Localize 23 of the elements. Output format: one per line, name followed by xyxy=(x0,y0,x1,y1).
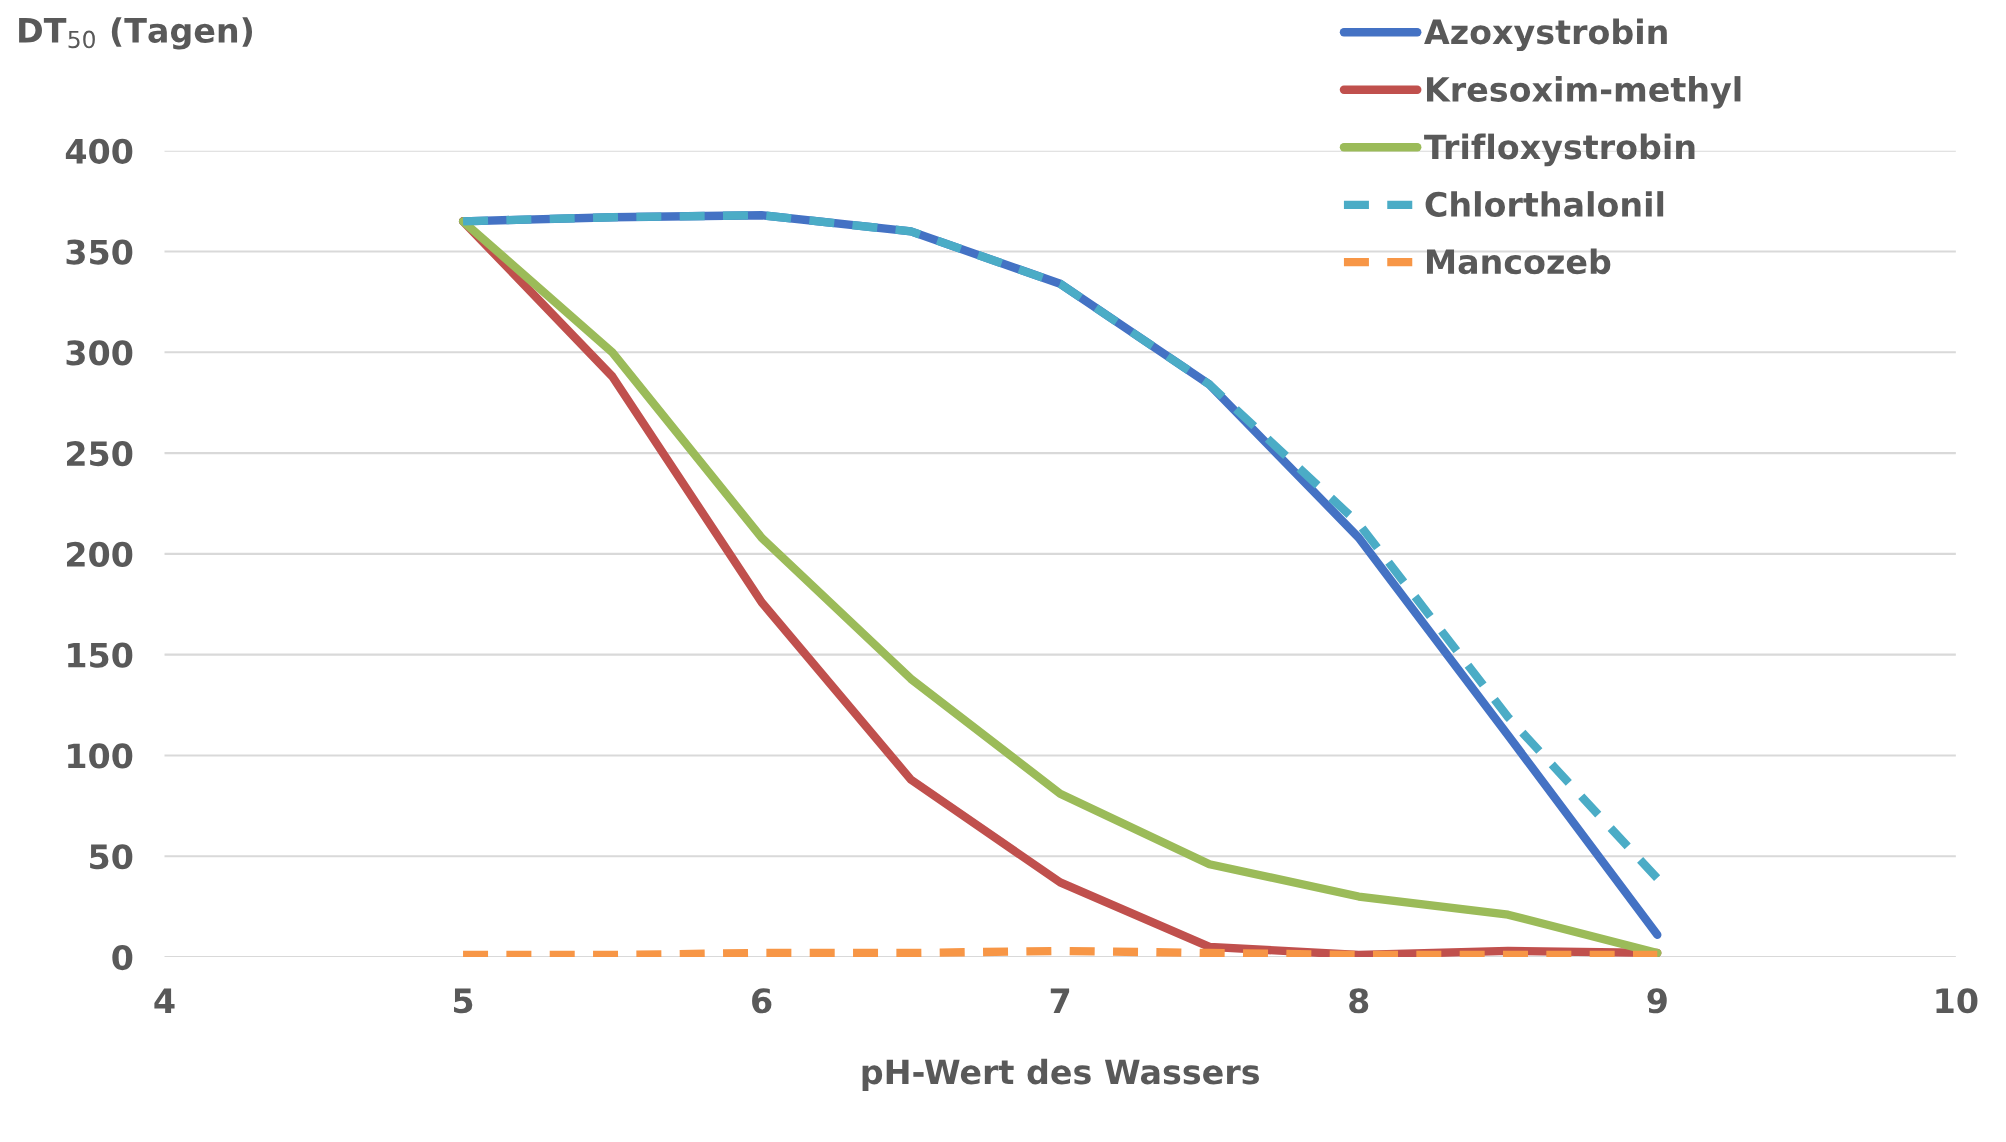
y-tick-label: 100 xyxy=(68,743,133,769)
x-tick-label: 8 xyxy=(1349,988,1369,1014)
x-tick-label: 6 xyxy=(752,988,772,1014)
y-axis-title: DT$_{50}$ (Tagen) xyxy=(19,17,253,50)
x-axis-title: pH-Wert des Wassers xyxy=(862,1058,1259,1091)
y-tick-label: 50 xyxy=(90,844,133,870)
legend-label: Azoxystrobin xyxy=(1424,18,1667,52)
x-tick-label: 7 xyxy=(1050,988,1070,1013)
legend-label: Kresoxim-methyl xyxy=(1426,76,1741,109)
y-tick-label: 300 xyxy=(66,340,133,366)
y-tick-label: 250 xyxy=(66,441,133,467)
y-tick-label: 150 xyxy=(68,642,133,668)
x-tick-label: 4 xyxy=(154,988,175,1013)
y-tick-label: 200 xyxy=(66,541,133,568)
y-tick-label: 350 xyxy=(66,239,133,265)
x-tick-label: 10 xyxy=(1936,988,1978,1014)
legend-label: Chlorthalonil xyxy=(1425,191,1664,217)
x-tick-label: 5 xyxy=(454,988,473,1014)
y-tick-label: 0 xyxy=(112,944,133,971)
x-tick-label: 9 xyxy=(1647,988,1667,1014)
y-tick-label: 400 xyxy=(65,138,133,164)
legend-label: Trifloxystrobin xyxy=(1424,133,1695,167)
legend-label: Mancozeb xyxy=(1426,248,1611,275)
